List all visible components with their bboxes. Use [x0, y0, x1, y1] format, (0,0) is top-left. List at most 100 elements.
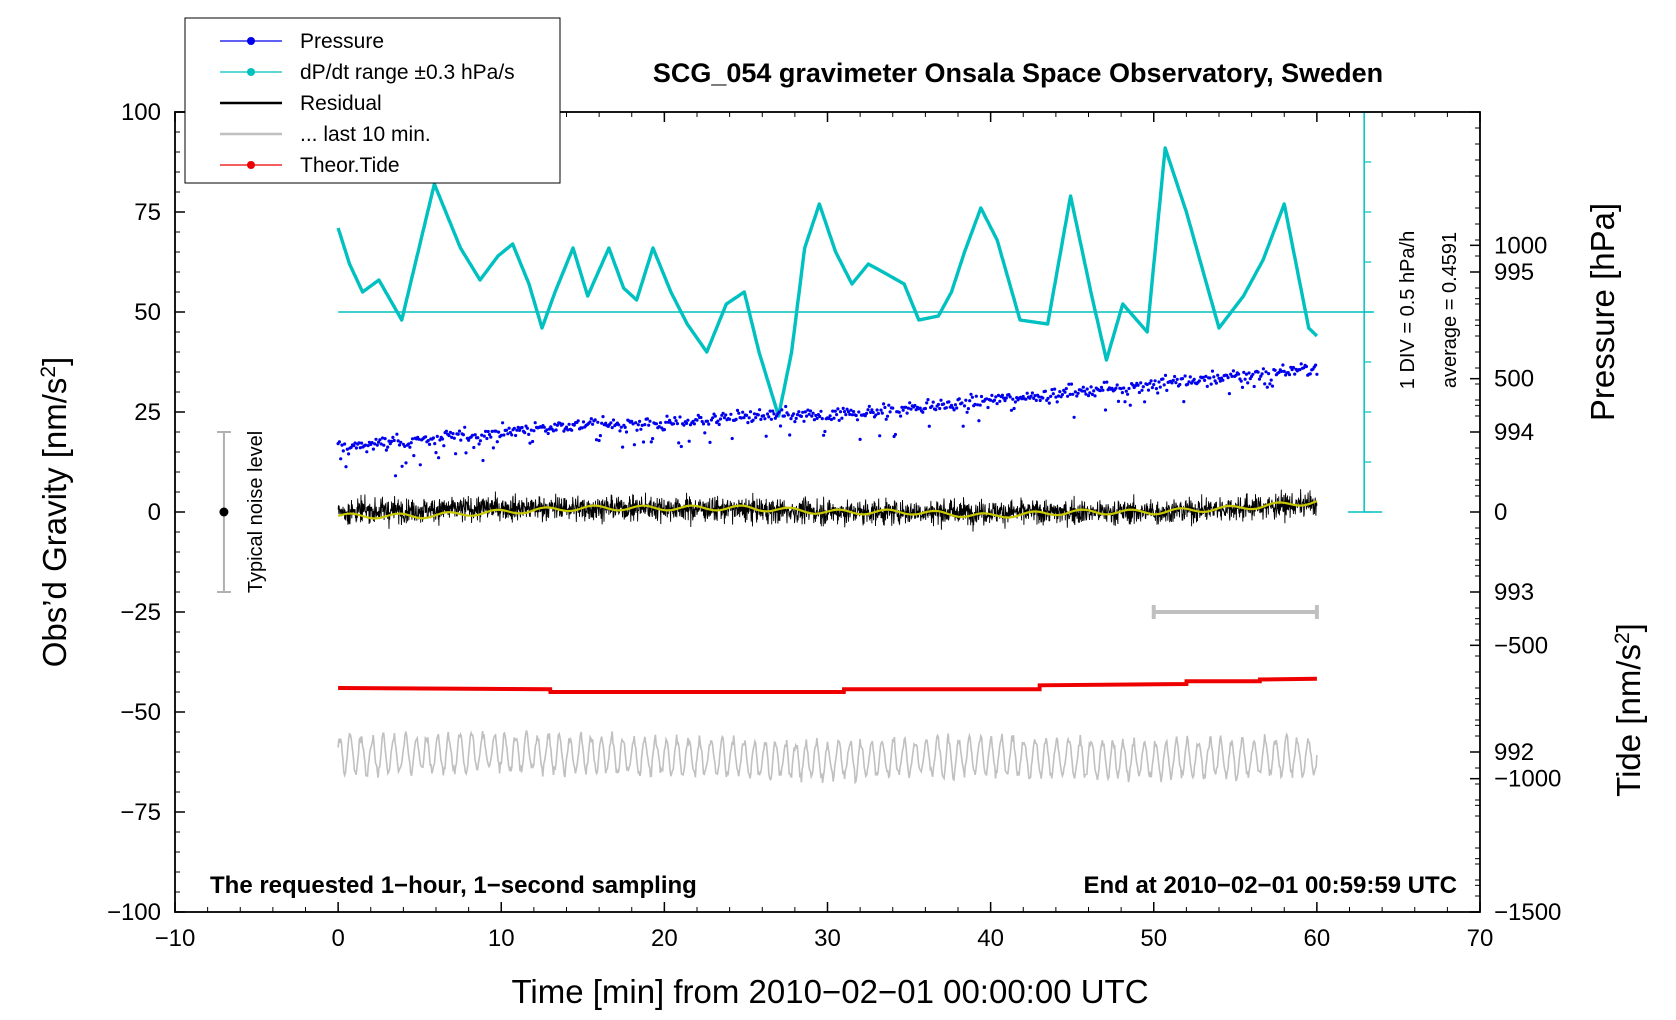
pressure-point	[1043, 389, 1047, 393]
y-axis-label-left: Obs’d Gravity [nm/s2]	[36, 357, 73, 668]
pressure-point	[1205, 384, 1209, 388]
dpdt-series	[336, 146, 1319, 418]
pressure-point	[682, 423, 686, 427]
pressure-point	[1264, 370, 1268, 374]
pressure-tick-label: 992	[1494, 739, 1534, 766]
x-tick-label: 50	[1140, 925, 1167, 952]
pressure-point	[717, 422, 721, 427]
residual-series	[337, 489, 1318, 532]
pressure-point	[345, 447, 349, 451]
y-axis-label-pressure: Pressure [hPa]	[1584, 203, 1621, 421]
pressure-point	[452, 436, 456, 440]
y-tick-label: 50	[134, 299, 161, 326]
pressure-point	[827, 416, 831, 421]
pressure-point	[728, 417, 732, 421]
pressure-point	[1086, 394, 1091, 398]
pressure-point	[722, 416, 727, 420]
pressure-point	[893, 432, 898, 437]
pressure-point	[870, 408, 874, 412]
pressure-point	[358, 446, 362, 450]
pressure-point	[1263, 382, 1267, 386]
pressure-point	[810, 414, 814, 418]
pressure-point	[990, 393, 994, 397]
pressure-point	[649, 440, 653, 444]
pressure-point	[792, 412, 796, 416]
legend-label: Theor.Tide	[300, 154, 400, 177]
pressure-point	[525, 426, 530, 430]
pressure-point	[1293, 372, 1297, 376]
pressure-point	[1054, 395, 1058, 399]
pressure-point	[1239, 379, 1243, 383]
pressure-point	[343, 442, 347, 446]
pressure-point	[487, 433, 492, 437]
pressure-point	[823, 429, 827, 434]
pressure-point	[1216, 373, 1220, 377]
annotation-left: The requested 1−hour, 1−second sampling	[210, 872, 697, 899]
pressure-point	[514, 433, 518, 438]
pressure-point	[1226, 376, 1230, 380]
pressure-point	[1136, 383, 1140, 387]
pressure-point	[700, 419, 704, 424]
pressure-point	[711, 416, 715, 420]
pressure-point	[520, 425, 524, 430]
pressure-point	[814, 413, 818, 418]
pressure-point	[447, 434, 451, 438]
pressure-point	[865, 411, 869, 415]
pressure-point	[762, 414, 766, 418]
pressure-point	[794, 416, 798, 420]
pressure-point	[705, 419, 710, 423]
pressure-point	[679, 444, 683, 449]
pressure-point	[1047, 401, 1051, 405]
axes-layer: −10 0 10 20 30 40 50 60 70−100−75−50−25025507510…	[107, 99, 1561, 952]
pressure-point	[481, 458, 485, 463]
pressure-point	[1034, 398, 1038, 402]
pressure-point	[695, 418, 699, 422]
pressure-point	[1273, 368, 1277, 372]
pressure-point	[687, 439, 691, 443]
pressure-point	[386, 445, 390, 449]
pressure-point	[1114, 386, 1118, 390]
pressure-point	[651, 437, 655, 441]
pressure-point	[470, 433, 475, 437]
pressure-point	[931, 400, 935, 404]
pressure-point	[1008, 395, 1012, 399]
pressure-point	[638, 419, 642, 423]
pressure-point	[835, 413, 839, 417]
pressure-point	[848, 412, 852, 416]
pressure-point	[489, 435, 493, 439]
pressure-point	[934, 408, 938, 412]
pressure-point	[976, 403, 980, 407]
pressure-point	[370, 441, 374, 445]
pressure-point	[904, 405, 908, 409]
pressure-point	[1154, 387, 1158, 391]
pressure-point	[899, 414, 903, 418]
pressure-point	[1053, 387, 1057, 391]
pressure-point	[542, 425, 546, 429]
pressure-point	[867, 404, 871, 408]
pressure-point	[433, 442, 437, 446]
pressure-point	[795, 413, 800, 417]
y-tick-label: −25	[120, 599, 161, 626]
pressure-point	[1055, 400, 1059, 404]
last10-line	[337, 730, 1318, 785]
pressure-point	[713, 414, 717, 418]
pressure-point	[631, 422, 635, 426]
pressure-point	[408, 445, 412, 449]
pressure-point	[604, 421, 608, 425]
pressure-point	[828, 414, 832, 418]
pressure-point	[442, 444, 446, 448]
pressure-point	[1145, 382, 1149, 387]
pressure-point	[365, 450, 369, 454]
pressure-point	[1287, 373, 1292, 377]
pressure-point	[734, 417, 738, 421]
pressure-point	[985, 397, 989, 401]
pressure-point	[1302, 366, 1306, 370]
pressure-point	[451, 432, 455, 436]
pressure-point	[846, 410, 851, 414]
legend-swatch-dot	[247, 68, 255, 76]
pressure-point	[707, 422, 711, 426]
pressure-point	[1240, 385, 1245, 389]
pressure-point	[632, 443, 637, 447]
pressure-point	[374, 437, 378, 441]
pressure-point	[463, 425, 467, 429]
